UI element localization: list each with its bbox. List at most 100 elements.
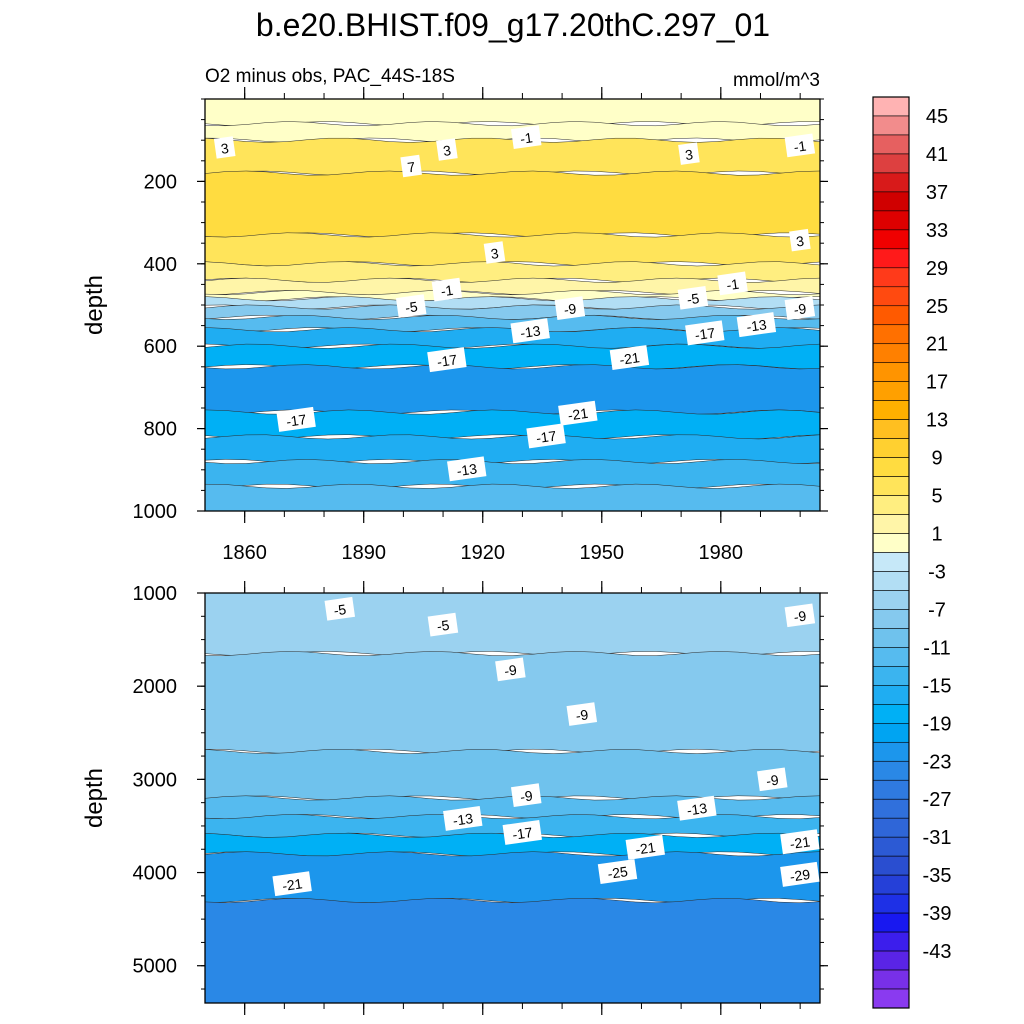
colorbar-swatch <box>872 912 910 933</box>
heatmap-band <box>205 459 820 489</box>
contour-label-text: 7 <box>406 158 416 175</box>
contour-label-bg <box>736 312 777 338</box>
colorbar-swatch <box>872 552 910 572</box>
contour-label-text: -9 <box>563 300 578 318</box>
contour-label-bg <box>495 657 526 682</box>
contour-label: -9 <box>554 296 586 320</box>
colorbar-swatch <box>872 723 910 743</box>
contour-label-text: -21 <box>567 405 589 424</box>
contour-label-bg <box>510 783 542 807</box>
colorbar-swatch <box>872 134 910 155</box>
colorbar-label: -7 <box>928 599 946 621</box>
contour-label-text: -17 <box>535 427 557 446</box>
contour-label-text: -13 <box>745 316 767 335</box>
contour-label-bg <box>784 603 816 628</box>
contour-label-text: -9 <box>765 771 780 789</box>
colorbar-swatch <box>872 305 910 326</box>
contour-label-text: -13 <box>452 810 474 829</box>
heatmap-band <box>205 593 820 657</box>
upper-contour-labels: 3 3-173 -133-5-1-9-13-17 -21-5-1-17 -13-9-17… <box>213 125 816 482</box>
contour-label-text: -9 <box>503 662 518 680</box>
contour-label: -21 <box>272 871 312 897</box>
colorbar-label: -11 <box>923 637 950 659</box>
colorbar-swatch <box>872 172 910 193</box>
colorbar-swatch <box>872 153 910 174</box>
colorbar-swatch <box>872 988 910 1009</box>
colorbar-swatch <box>872 893 910 914</box>
contour-label-bg <box>443 805 483 831</box>
contour-label: -17 <box>526 423 566 449</box>
y-tick-label: 600 <box>144 336 177 358</box>
contour-label-text: 3 <box>795 233 805 250</box>
contour-label: 3 <box>213 136 236 159</box>
colorbar-label: 37 <box>926 182 948 204</box>
upper-ylabel: depth <box>81 275 108 335</box>
colorbar-frame <box>872 96 910 1009</box>
colorbar-swatch <box>872 229 910 250</box>
contour-label: -29 <box>780 861 820 887</box>
heatmap-band <box>205 483 820 511</box>
contour-label: -21 <box>609 345 650 371</box>
contour-label-text: -9 <box>519 787 534 805</box>
contour-label: -17 <box>427 347 467 373</box>
contour-label: -13 <box>677 795 717 821</box>
colorbar-swatch <box>872 248 910 269</box>
contour-label-bg <box>324 596 356 621</box>
contour-label: -9 <box>495 657 526 682</box>
contour-label-text: -21 <box>281 875 303 894</box>
contour-label-bg <box>276 406 316 432</box>
colorbar-swatch <box>872 457 910 477</box>
colorbar-swatch <box>872 476 910 496</box>
figure-title: b.e20.BHIST.f09_g17.20thC.297_01 <box>256 7 770 43</box>
contour-label: -17 <box>685 320 725 346</box>
colorbar: 45 41 37 33 29 25 21 17 13 9 5 1 -3 -7 -11 -15 -19 -23 -27… <box>872 96 951 1009</box>
contour-label: -5 <box>395 294 427 318</box>
contour-label-bg <box>213 136 236 159</box>
colorbar-swatch <box>872 210 910 231</box>
heatmap-band <box>205 364 820 415</box>
colorbar-swatch <box>872 286 910 307</box>
colorbar-swatch <box>872 343 910 364</box>
y-tick-label: 3000 <box>133 769 178 791</box>
contour-label-bg <box>678 142 700 165</box>
contour-label-bg <box>395 294 427 318</box>
contour-label-text: -13 <box>456 460 478 479</box>
colorbar-swatch <box>872 817 910 838</box>
contour-label-text: -13 <box>519 322 541 341</box>
colorbar-swatch <box>872 741 910 762</box>
contour-label-bg <box>427 612 459 637</box>
x-tick-label: 1980 <box>699 542 744 564</box>
contour-label-bg <box>447 456 487 482</box>
heatmap-band <box>205 343 820 370</box>
heatmap-band <box>205 137 820 176</box>
contour-label: -9 <box>784 603 816 628</box>
subtitle-left: O2 minus obs, PAC_44S-18S <box>205 66 455 87</box>
contour-label: -13 <box>447 456 487 482</box>
colorbar-swatch <box>872 571 910 591</box>
colorbar-swatch <box>872 855 910 876</box>
contour-label-bg <box>677 285 709 310</box>
colorbar-label: 9 <box>931 448 942 470</box>
heatmap-band <box>205 170 820 238</box>
colorbar-swatch <box>872 798 910 819</box>
colorbar-label: 25 <box>926 296 948 318</box>
colorbar-label: 5 <box>931 486 942 508</box>
colorbar-label: 33 <box>926 220 948 242</box>
contour-label-text: -21 <box>789 833 811 852</box>
contour-label: 7 <box>400 154 422 178</box>
contour-label-text: 3 <box>490 245 500 262</box>
contour-label: -25 <box>597 859 638 885</box>
colorbar-label: 13 <box>926 410 948 432</box>
contour-label-text: -17 <box>511 824 533 843</box>
colorbar-swatch <box>872 495 910 515</box>
contour-label-bg <box>780 861 820 887</box>
contour-label-bg <box>625 834 665 860</box>
contour-label-bg <box>436 138 458 161</box>
lower-heatmap <box>205 593 820 1003</box>
contour-label: -17 <box>276 406 316 432</box>
colorbar-swatch <box>872 666 910 686</box>
contour-label-text: -13 <box>686 800 708 819</box>
colorbar-swatch <box>872 760 910 781</box>
contour-label-text: 3 <box>442 142 452 159</box>
colorbar-label: 1 <box>931 524 942 546</box>
